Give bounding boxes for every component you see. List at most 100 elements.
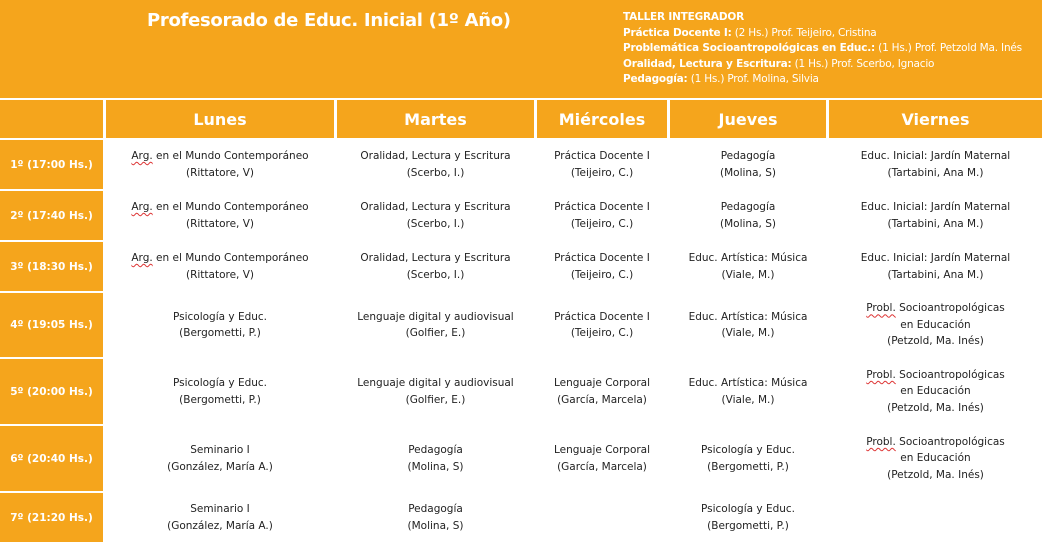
subject-name: Psicología y Educ. (172, 377, 268, 389)
teacher-name: (Golfier, E.) (405, 327, 466, 339)
teacher-name: (Viale, M.) (721, 268, 775, 281)
day-header: Miércoles (537, 100, 667, 138)
class-cell: Psicología y Educ. (Bergometti, P.) (670, 493, 826, 542)
subject-name: Arg. en el Mundo Contemporáneo (131, 150, 309, 162)
teacher-name: (García, Marcela) (557, 460, 647, 473)
teacher-name: (Molina, S) (720, 166, 776, 179)
teacher-name: (Bergometti, P.) (707, 519, 789, 532)
teacher-name: (Molina, S) (407, 519, 464, 532)
teacher-name: (Petzold, Ma. Inés) (887, 468, 984, 481)
teacher-name: (Teijeiro, C.) (570, 268, 634, 281)
class-cell: Educ. Inicial: Jardín Maternal (Tartabini… (829, 191, 1042, 240)
teacher-name: (Tartabini, Ana M.) (887, 268, 984, 281)
subject-name: Práctica Docente I (554, 201, 650, 213)
info-line: Pedagogía: (1 Hs.) Prof. Molina, Silvia (623, 73, 819, 85)
subject-name: Oralidad, Lectura y Escritura (360, 150, 511, 162)
subject-name: Probl. Socioantropológicas (866, 435, 1005, 448)
teacher-name: (Tartabini, Ana M.) (887, 166, 984, 179)
teacher-name: (Bergometti, P.) (707, 460, 789, 473)
teacher-name: (Rittatore, V) (185, 166, 255, 179)
subject-name: Lenguaje digital y audiovisual (357, 310, 514, 323)
teacher-name: (Teijeiro, C.) (570, 217, 634, 230)
class-cell: Lenguaje digital y audiovisual (Golfier, … (337, 359, 534, 424)
class-cell: Oralidad, Lectura y Escritura (Scerbo, I.… (337, 191, 534, 240)
header-banner: Profesorado de Educ. Inicial (1º Año) TA… (0, 0, 1042, 98)
subject-name: Oralidad, Lectura y Escritura (360, 201, 511, 213)
day-header: Lunes (106, 100, 334, 138)
subject-name-cont: en Educación (900, 452, 971, 465)
class-cell: Seminario I (González, María A.) (106, 426, 334, 491)
teacher-name: (Bergometti, P.) (179, 393, 261, 406)
time-slot-label: 5º (20:00 Hs.) (0, 359, 103, 424)
subject-name: Educ. Artística: Música (688, 310, 808, 323)
day-header: Viernes (829, 100, 1042, 138)
teacher-name: (González, María A.) (167, 519, 273, 532)
time-slot-label: 3º (18:30 Hs.) (0, 242, 103, 291)
class-cell: Oralidad, Lectura y Escritura (Scerbo, I.… (337, 242, 534, 291)
class-cell: Lenguaje Corporal (García, Marcela) (537, 359, 667, 424)
teacher-name: (Rittatore, V) (185, 268, 255, 281)
class-cell: Práctica Docente I (Teijeiro, C.) (537, 191, 667, 240)
subject-name: Probl. Socioantropológicas (866, 368, 1005, 381)
teacher-name: (García, Marcela) (557, 393, 647, 406)
time-slot-label: 2º (17:40 Hs.) (0, 191, 103, 240)
time-slot-label: 6º (20:40 Hs.) (0, 426, 103, 491)
teacher-name: (Scerbo, I.) (406, 217, 465, 230)
teacher-name: (Petzold, Ma. Inés) (887, 335, 984, 348)
class-cell: Psicología y Educ. (Bergometti, P.) (106, 359, 334, 424)
teacher-name: (Tartabini, Ana M.) (887, 217, 984, 230)
class-cell: Práctica Docente I (Teijeiro, C.) (537, 293, 667, 357)
class-cell: Pedagogía (Molina, S) (670, 191, 826, 240)
class-cell: Pedagogía (Molina, S) (337, 493, 534, 542)
class-cell: Probl. Socioantropológicas en Educación (P… (829, 359, 1042, 424)
class-cell: Arg. en el Mundo Contemporáneo (Rittatore… (106, 140, 334, 189)
teacher-name: (Rittatore, V) (185, 217, 255, 230)
day-header-row: Lunes Martes Miércoles Jueves Viernes (0, 100, 1042, 138)
class-cell: Probl. Socioantropológicas en Educación (P… (829, 293, 1042, 357)
subject-name: Pedagogía (720, 150, 776, 162)
class-cell: Práctica Docente I (Teijeiro, C.) (537, 242, 667, 291)
class-cell: Educ. Inicial: Jardín Maternal (Tartabini… (829, 242, 1042, 291)
class-cell: Educ. Artística: Música (Viale, M.) (670, 293, 826, 357)
teacher-name: (Viale, M.) (721, 393, 775, 406)
teacher-name: (Teijeiro, C.) (570, 166, 634, 179)
page-title: Profesorado de Educ. Inicial (1º Año) (147, 10, 511, 31)
teacher-name: (Scerbo, I.) (406, 268, 465, 281)
subject-name: Educ. Artística: Música (688, 377, 808, 389)
time-slot-label: 1º (17:00 Hs.) (0, 140, 103, 189)
info-line: Práctica Docente I: (2 Hs.) Prof. Teijei… (623, 26, 877, 39)
subject-name: Lenguaje Corporal (553, 444, 651, 456)
subject-name: Práctica Docente I (554, 252, 650, 264)
class-cell: Educ. Artística: Música (Viale, M.) (670, 242, 826, 291)
teacher-name: (Viale, M.) (721, 327, 775, 339)
teacher-name: (González, María A.) (167, 460, 273, 473)
info-line: Problemática Socioantropológicas en Educ… (623, 42, 1022, 54)
subject-name: Psicología y Educ. (700, 444, 796, 456)
class-cell: Psicología y Educ. (Bergometti, P.) (106, 293, 334, 357)
subject-name: Psicología y Educ. (700, 503, 796, 515)
subject-name: Educ. Inicial: Jardín Maternal (860, 150, 1011, 162)
subject-name: Educ. Artística: Música (688, 252, 808, 264)
class-cell: Seminario I (González, María A.) (106, 493, 334, 542)
class-cell: Educ. Artística: Música (Viale, M.) (670, 359, 826, 424)
subject-name-cont: en Educación (900, 318, 971, 331)
subject-name: Educ. Inicial: Jardín Maternal (860, 252, 1011, 264)
class-cell: Probl. Socioantropológicas en Educación (P… (829, 426, 1042, 491)
subject-name: Lenguaje digital y audiovisual (357, 377, 514, 389)
subject-name: Probl. Socioantropológicas (866, 302, 1005, 315)
corner-header-cell (0, 100, 103, 138)
subject-name: Arg. en el Mundo Contemporáneo (131, 252, 309, 264)
teacher-name: (Golfier, E.) (405, 393, 466, 406)
class-cell: Lenguaje Corporal (García, Marcela) (537, 426, 667, 491)
day-header: Jueves (670, 100, 826, 138)
subject-name: Práctica Docente I (554, 150, 650, 162)
class-cell: Pedagogía (Molina, S) (337, 426, 534, 491)
class-cell: Psicología y Educ. (Bergometti, P.) (670, 426, 826, 491)
subject-name: Educ. Inicial: Jardín Maternal (860, 201, 1011, 213)
time-slot-label: 4º (19:05 Hs.) (0, 293, 103, 357)
teacher-name: (Teijeiro, C.) (570, 327, 634, 339)
teacher-name: (Molina, S) (407, 460, 464, 473)
subject-name: Lenguaje Corporal (553, 377, 651, 389)
subject-name-cont: en Educación (900, 385, 971, 398)
class-cell: Educ. Inicial: Jardín Maternal (Tartabini… (829, 140, 1042, 189)
